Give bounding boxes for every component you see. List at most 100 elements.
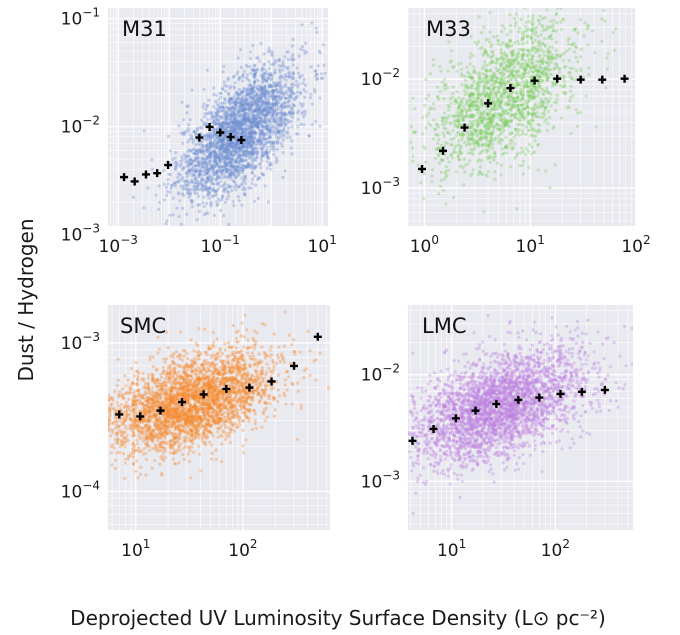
scatter-point bbox=[244, 130, 248, 134]
scatter-point bbox=[425, 114, 429, 118]
scatter-point bbox=[170, 183, 174, 187]
scatter-point bbox=[228, 129, 232, 133]
scatter-point bbox=[538, 75, 542, 79]
scatter-point bbox=[214, 192, 218, 196]
scatter-point bbox=[214, 158, 218, 162]
scatter-point bbox=[523, 59, 528, 63]
scatter-point bbox=[273, 140, 277, 144]
scatter-point bbox=[246, 88, 250, 92]
scatter-point bbox=[212, 154, 217, 158]
scatter-point bbox=[514, 21, 518, 25]
scatter-point bbox=[229, 163, 233, 168]
scatter-point bbox=[176, 172, 180, 176]
scatter-point bbox=[220, 144, 224, 148]
scatter-point bbox=[177, 179, 181, 183]
scatter-point bbox=[253, 120, 257, 125]
scatter-point bbox=[242, 107, 246, 111]
scatter-point bbox=[186, 140, 190, 144]
scatter-point bbox=[447, 108, 451, 112]
scatter-point bbox=[541, 69, 546, 73]
scatter-point bbox=[215, 176, 219, 181]
scatter-point bbox=[494, 123, 498, 127]
scatter-point bbox=[252, 130, 257, 134]
scatter-point bbox=[243, 117, 247, 121]
scatter-point bbox=[492, 53, 496, 57]
scatter-point bbox=[470, 113, 474, 117]
scatter-point bbox=[240, 104, 244, 108]
scatter-point bbox=[248, 106, 252, 110]
scatter-point bbox=[239, 146, 243, 150]
scatter-point bbox=[214, 123, 218, 127]
scatter-point bbox=[254, 105, 258, 109]
scatter-point bbox=[200, 187, 204, 191]
scatter-point bbox=[560, 74, 564, 78]
scatter-point bbox=[518, 163, 522, 168]
scatter-point bbox=[208, 110, 212, 114]
scatter-point bbox=[267, 120, 271, 124]
scatter-point bbox=[217, 135, 221, 139]
scatter-point bbox=[263, 125, 267, 129]
scatter-point bbox=[514, 127, 518, 132]
scatter-point bbox=[256, 125, 260, 129]
scatter-point bbox=[251, 125, 255, 129]
scatter-point bbox=[272, 90, 276, 94]
scatter-point bbox=[502, 89, 506, 93]
scatter-point bbox=[202, 161, 206, 165]
scatter-point bbox=[222, 188, 226, 192]
scatter-point bbox=[245, 164, 249, 168]
scatter-point bbox=[545, 8, 549, 12]
scatter-point bbox=[225, 150, 229, 154]
scatter-point bbox=[234, 181, 238, 185]
scatter-point bbox=[217, 176, 221, 180]
scatter-point bbox=[246, 89, 250, 93]
scatter-point bbox=[232, 145, 236, 149]
scatter-point bbox=[444, 202, 448, 206]
scatter-point bbox=[275, 122, 279, 126]
scatter-point bbox=[240, 123, 244, 127]
scatter-point bbox=[321, 76, 325, 80]
scatter-point bbox=[274, 87, 278, 91]
scatter-point bbox=[268, 124, 272, 128]
scatter-point bbox=[222, 107, 226, 111]
scatter-point bbox=[232, 129, 236, 133]
scatter-point bbox=[432, 107, 436, 111]
grid bbox=[108, 8, 328, 226]
scatter-point bbox=[250, 125, 254, 129]
scatter-point bbox=[441, 122, 445, 126]
scatter-point bbox=[215, 122, 219, 126]
scatter-point bbox=[174, 150, 178, 155]
scatter-point bbox=[483, 93, 487, 97]
scatter-point bbox=[235, 168, 239, 173]
scatter-point bbox=[263, 106, 267, 110]
scatter-point bbox=[212, 150, 216, 154]
scatter-point bbox=[157, 207, 161, 211]
scatter-point bbox=[271, 88, 275, 92]
scatter-point bbox=[232, 106, 236, 110]
scatter-point bbox=[536, 115, 540, 119]
scatter-point bbox=[202, 87, 206, 92]
scatter-point bbox=[253, 158, 257, 162]
scatter-point bbox=[262, 131, 267, 135]
scatter-point bbox=[247, 98, 251, 102]
scatter-point bbox=[253, 107, 257, 111]
scatter-point bbox=[254, 131, 258, 135]
scatter-point bbox=[252, 99, 256, 103]
scatter-point bbox=[244, 127, 248, 131]
scatter-point bbox=[205, 68, 209, 72]
scatter-point bbox=[198, 169, 202, 173]
scatter-point bbox=[241, 108, 245, 113]
scatter-point bbox=[216, 197, 220, 201]
scatter-point bbox=[228, 167, 232, 171]
scatter-point bbox=[215, 163, 219, 167]
scatter-point bbox=[223, 175, 228, 179]
scatter-point bbox=[232, 167, 236, 171]
scatter-point bbox=[234, 134, 238, 138]
scatter-point bbox=[189, 133, 193, 137]
scatter-point bbox=[428, 72, 432, 76]
scatter-point bbox=[206, 176, 210, 180]
scatter-point bbox=[249, 135, 253, 139]
scatter-point bbox=[254, 149, 259, 153]
scatter-point bbox=[223, 84, 227, 88]
scatter-point bbox=[476, 101, 480, 105]
scatter-point bbox=[298, 74, 302, 78]
